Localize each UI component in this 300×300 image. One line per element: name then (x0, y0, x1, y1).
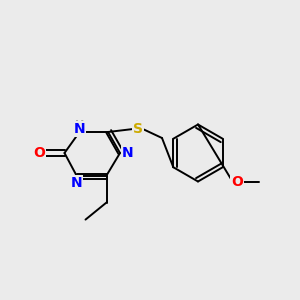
Text: H: H (75, 120, 84, 130)
Text: S: S (133, 122, 143, 136)
Text: N: N (122, 146, 133, 160)
Text: N: N (71, 176, 82, 190)
Text: N: N (74, 122, 85, 136)
Text: O: O (231, 175, 243, 188)
Text: O: O (33, 146, 45, 160)
